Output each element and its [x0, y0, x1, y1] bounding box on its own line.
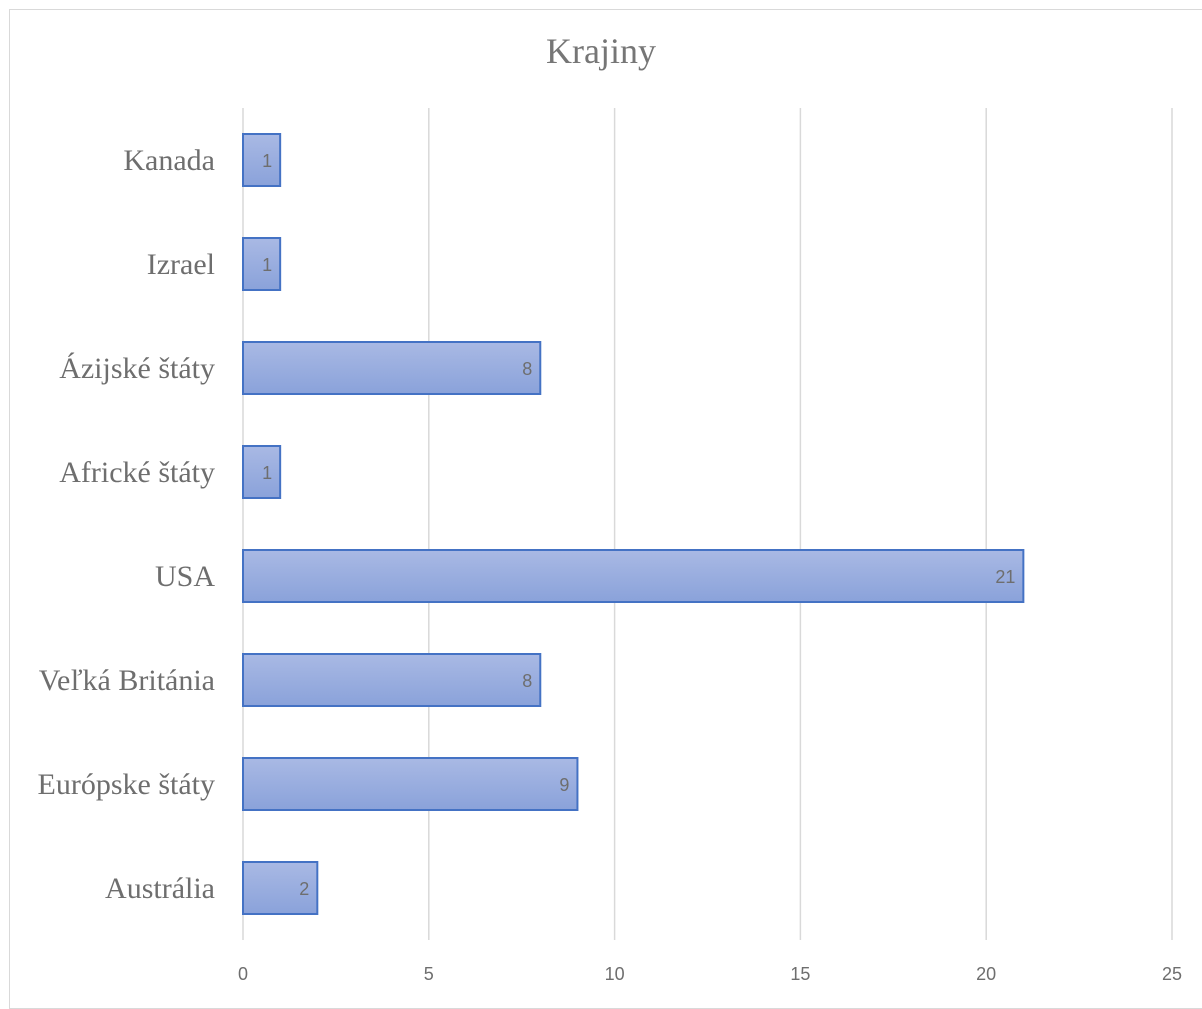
category-label: Kanada [123, 144, 215, 177]
x-tick-label: 5 [424, 964, 434, 984]
bar [242, 133, 282, 187]
x-tick-label: 0 [238, 964, 248, 984]
data-label: 1 [262, 151, 272, 171]
category-label: Izrael [147, 248, 215, 281]
category-label: USA [155, 560, 215, 593]
category-label: Veľká Británia [39, 664, 215, 697]
category-label: Africké štáty [59, 456, 215, 489]
bar [242, 341, 542, 395]
x-tick-label: 10 [605, 964, 625, 984]
data-labels: 1 1 8 1 21 8 9 2 [262, 151, 1015, 899]
data-label: 21 [995, 567, 1015, 587]
data-label: 2 [299, 879, 309, 899]
bar [242, 445, 282, 499]
category-label: Austrália [105, 872, 215, 905]
data-label: 8 [522, 359, 532, 379]
x-axis: 0 5 10 15 20 25 [238, 964, 1182, 984]
x-tick-label: 20 [976, 964, 996, 984]
category-label: Ázijské štáty [59, 352, 215, 385]
x-tick-label: 25 [1162, 964, 1182, 984]
bar [242, 757, 579, 811]
bar [242, 237, 282, 291]
bars [242, 133, 1025, 915]
gridlines [242, 108, 1173, 940]
bar [242, 653, 542, 707]
bar [242, 549, 1025, 603]
data-label: 1 [262, 255, 272, 275]
bar [242, 861, 319, 915]
data-label: 1 [262, 463, 272, 483]
category-label: Európske štáty [38, 768, 215, 801]
chart-title: Krajiny [546, 31, 656, 71]
data-label: 9 [559, 775, 569, 795]
category-axis: Kanada Izrael Ázijské štáty Africké štáty US… [38, 144, 216, 905]
x-tick-label: 15 [790, 964, 810, 984]
data-label: 8 [522, 671, 532, 691]
